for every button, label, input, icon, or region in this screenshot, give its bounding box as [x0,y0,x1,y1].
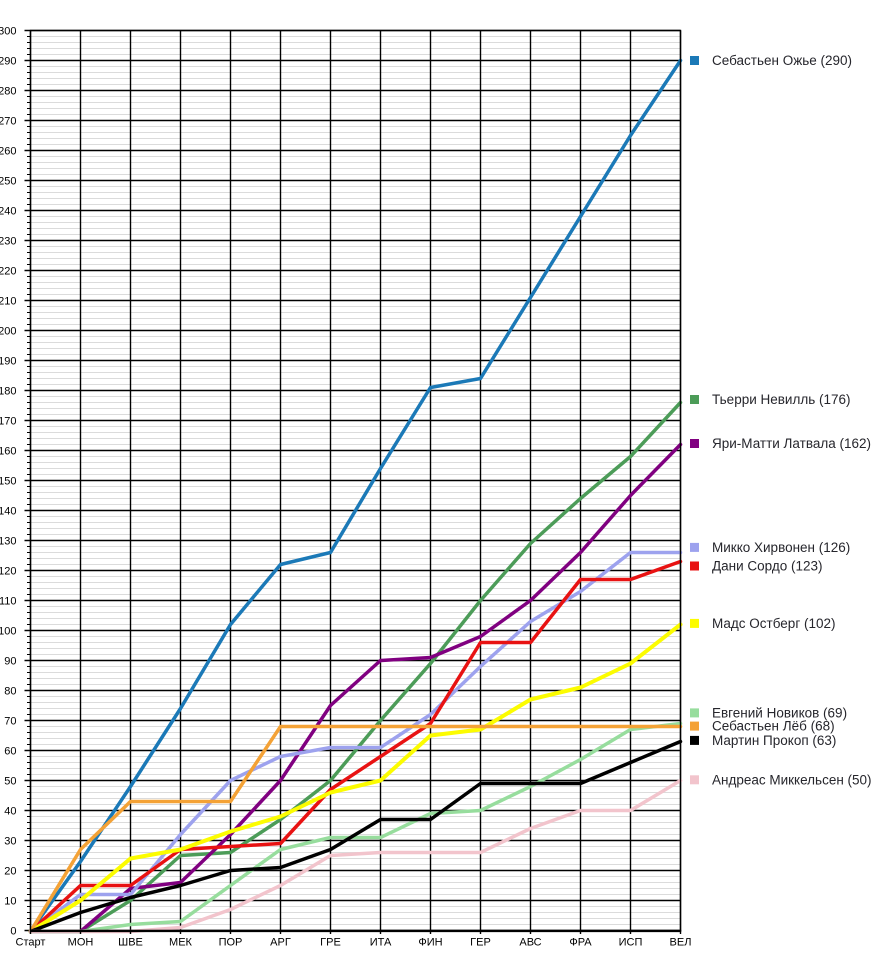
svg-text:ГЕР: ГЕР [470,937,491,949]
svg-text:Яри-Матти Латвала (162): Яри-Матти Латвала (162) [712,436,871,451]
svg-text:ГРЕ: ГРЕ [320,937,341,949]
svg-text:Тьерри Невилль (176): Тьерри Невилль (176) [712,392,851,407]
svg-text:80: 80 [4,686,16,698]
svg-text:250: 250 [0,176,17,188]
svg-text:Евгений Новиков (69): Евгений Новиков (69) [712,705,847,720]
svg-text:ПОР: ПОР [219,937,243,949]
svg-text:110: 110 [0,596,17,608]
svg-text:210: 210 [0,296,17,308]
svg-text:100: 100 [0,626,17,638]
svg-text:170: 170 [0,416,17,428]
svg-text:120: 120 [0,566,17,578]
svg-text:260: 260 [0,146,17,158]
svg-text:40: 40 [4,806,16,818]
svg-text:Себастьен Ожье (290): Себастьен Ожье (290) [712,53,852,68]
svg-text:230: 230 [0,236,17,248]
svg-text:90: 90 [4,656,16,668]
svg-text:280: 280 [0,86,17,98]
svg-text:ШВЕ: ШВЕ [118,937,143,949]
svg-text:240: 240 [0,206,17,218]
svg-text:60: 60 [4,746,16,758]
svg-text:270: 270 [0,116,17,128]
svg-text:0: 0 [10,926,16,938]
svg-text:ИТА: ИТА [370,937,392,949]
svg-text:Андреас Миккельсен (50): Андреас Миккельсен (50) [712,772,872,787]
svg-text:20: 20 [4,866,16,878]
svg-text:150: 150 [0,476,17,488]
svg-text:Себастьен Лёб (68): Себастьен Лёб (68) [712,719,835,734]
svg-text:Мадс Остберг (102): Мадс Остберг (102) [712,616,836,631]
svg-text:АРГ: АРГ [270,937,291,949]
svg-text:Мартин Прокоп (63): Мартин Прокоп (63) [712,733,836,748]
svg-text:130: 130 [0,536,17,548]
svg-text:ФРА: ФРА [569,937,592,949]
svg-text:180: 180 [0,386,17,398]
svg-text:290: 290 [0,56,17,68]
svg-text:50: 50 [4,776,16,788]
svg-text:Дани Сордо (123): Дани Сордо (123) [712,559,823,574]
svg-text:Микко Хирвонен (126): Микко Хирвонен (126) [712,540,850,555]
svg-text:140: 140 [0,506,17,518]
svg-text:220: 220 [0,266,17,278]
svg-text:Старт: Старт [16,937,46,949]
svg-text:МЕК: МЕК [169,937,193,949]
svg-text:ФИН: ФИН [418,937,442,949]
svg-text:10: 10 [4,896,16,908]
svg-text:МОН: МОН [68,937,94,949]
svg-text:70: 70 [4,716,16,728]
svg-text:200: 200 [0,326,17,338]
svg-text:АВС: АВС [519,937,541,949]
svg-text:30: 30 [4,836,16,848]
svg-text:160: 160 [0,446,17,458]
svg-text:ИСП: ИСП [619,937,643,949]
svg-text:ВЕЛ: ВЕЛ [670,937,692,949]
svg-text:300: 300 [0,26,17,38]
svg-text:190: 190 [0,356,17,368]
